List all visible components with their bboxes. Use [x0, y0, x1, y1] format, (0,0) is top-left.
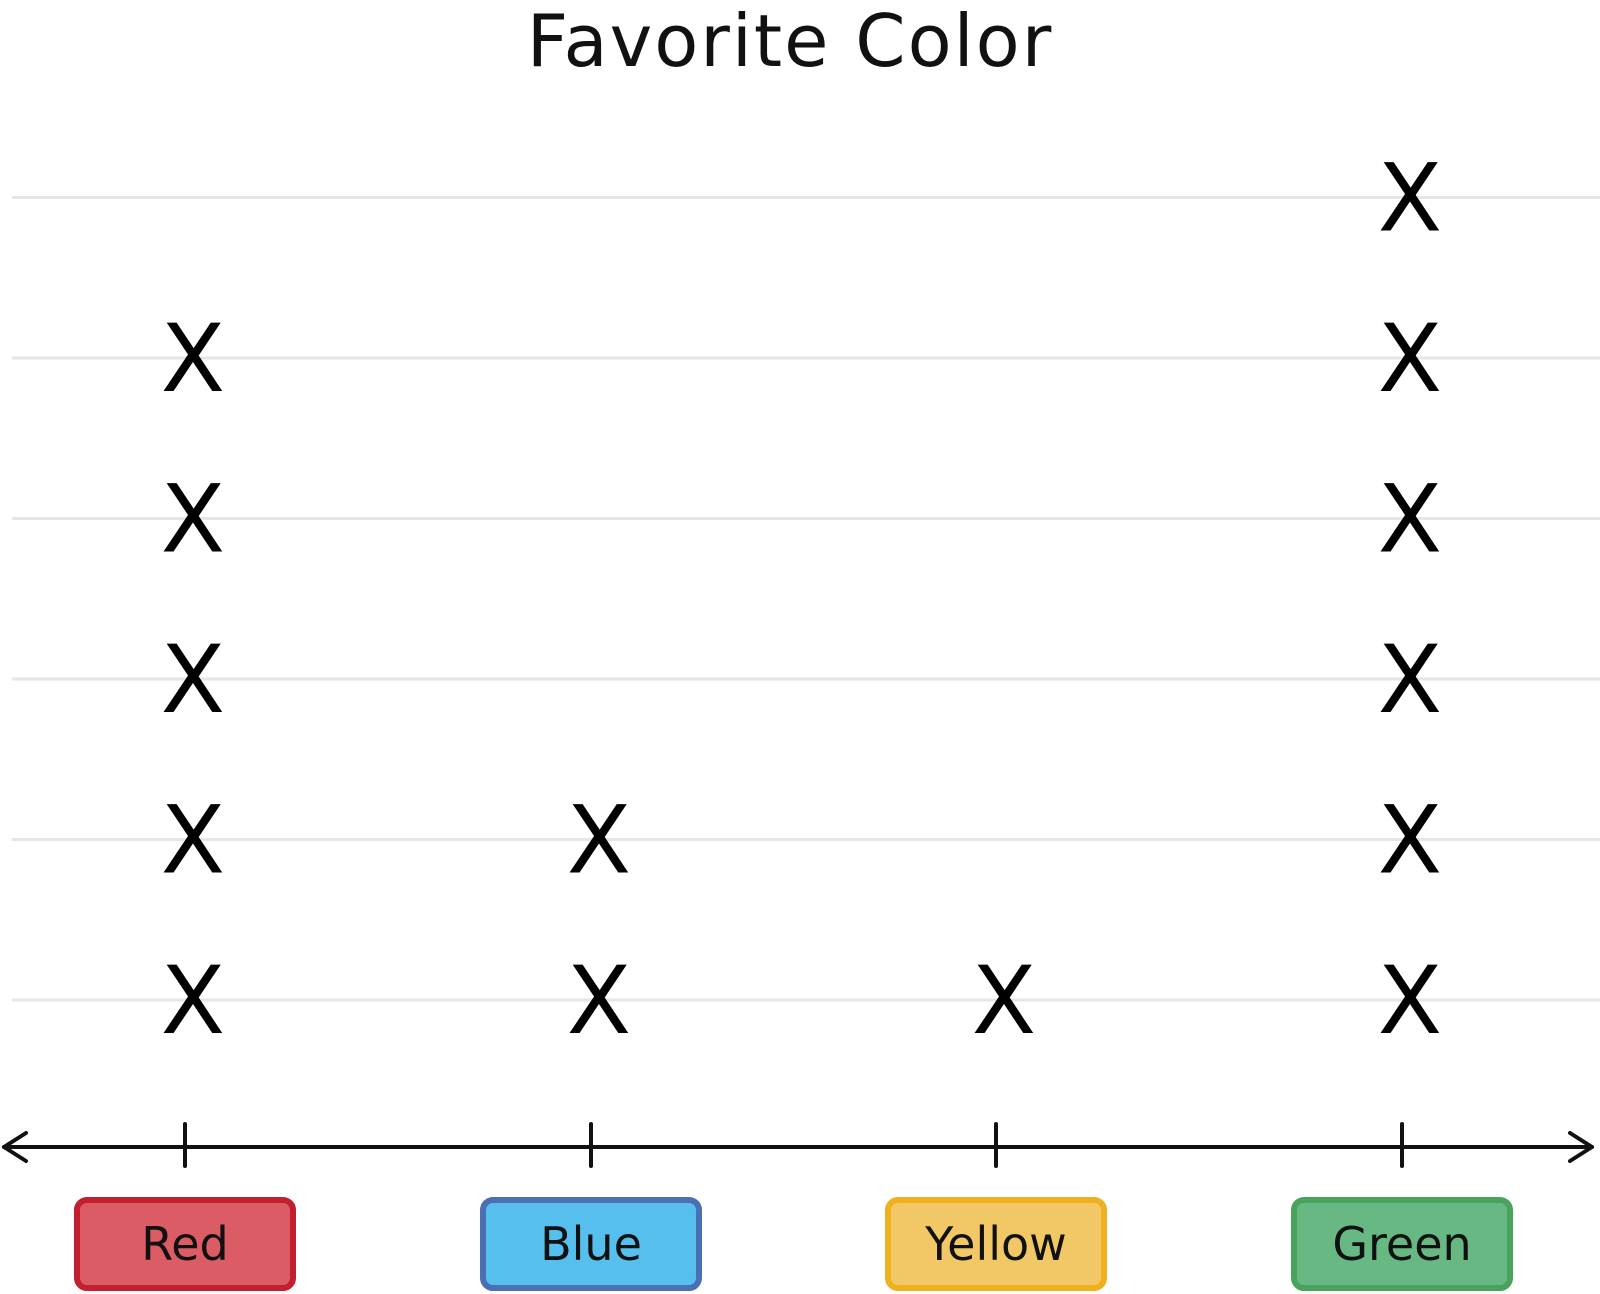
data-mark-blue: X	[567, 787, 631, 896]
x-axis	[2, 1131, 1594, 1163]
data-mark-green: X	[1378, 305, 1442, 414]
category-label-box-red	[74, 1197, 296, 1291]
data-mark-green: X	[1378, 626, 1442, 735]
data-mark-green: X	[1378, 145, 1442, 254]
data-mark-blue: X	[567, 947, 631, 1056]
data-mark-red: X	[161, 787, 225, 896]
axis-arrow-left	[2, 1131, 28, 1163]
category-label-box-yellow	[885, 1197, 1107, 1291]
category-label-blue: Blue	[540, 1217, 642, 1271]
category-labels: Red Blue Yellow Green	[74, 1197, 1513, 1291]
data-mark-red: X	[161, 466, 225, 575]
grid-lines	[12, 196, 1600, 1002]
data-mark-yellow: X	[972, 947, 1036, 1056]
data-mark-red: X	[161, 947, 225, 1056]
axis-ticks	[183, 1122, 1404, 1168]
category-label-box-green	[1291, 1197, 1513, 1291]
data-mark-green: X	[1378, 466, 1442, 575]
axis-arrow-right	[1568, 1131, 1594, 1163]
data-mark-red: X	[161, 305, 225, 414]
category-label-red: Red	[141, 1217, 228, 1271]
chart-title: Favorite Color	[527, 0, 1054, 83]
data-mark-red: X	[161, 626, 225, 735]
data-mark-green: X	[1378, 787, 1442, 896]
data-mark-green: X	[1378, 947, 1442, 1056]
category-label-yellow: Yellow	[924, 1217, 1067, 1271]
category-label-box-blue	[480, 1197, 702, 1291]
category-label-green: Green	[1332, 1217, 1471, 1271]
